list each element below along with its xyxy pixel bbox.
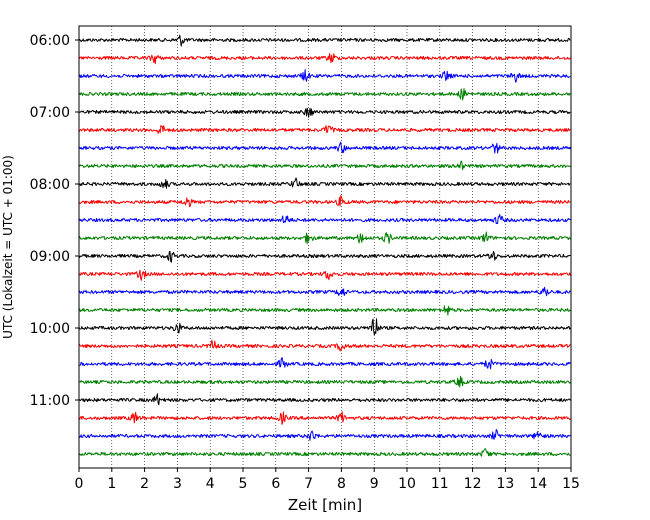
x-tick-label: 15 (562, 476, 580, 492)
y-tick-label: 09:00 (30, 249, 70, 265)
y-tick-label: 06:00 (30, 33, 70, 49)
x-tick-label: 7 (304, 476, 313, 492)
trace-1030 (78, 357, 571, 370)
y-axis-ticks: 06:00 07:00 08:00 09:00 10:00 11:00 (30, 33, 79, 409)
y-tick-label: 11:00 (30, 393, 70, 409)
y-axis-label: UTC (Lokalzeit = UTC + 01:00) (1, 155, 15, 339)
y-tick-label: 10:00 (30, 321, 70, 337)
y-tick-label: 08:00 (30, 177, 70, 193)
trace-0845 (78, 231, 571, 245)
trace-0915 (78, 269, 571, 281)
x-tick-label: 13 (496, 476, 514, 492)
y-tick-label: 07:00 (30, 105, 70, 121)
seismogram-traces (78, 34, 571, 457)
trace-0600 (78, 34, 571, 47)
trace-0700 (78, 107, 571, 118)
x-tick-label: 6 (271, 476, 280, 492)
x-tick-label: 1 (107, 476, 116, 492)
x-tick-label: 5 (239, 476, 248, 492)
trace-0930 (78, 286, 571, 297)
x-tick-label: 14 (529, 476, 547, 492)
trace-0730 (78, 141, 571, 154)
trace-1115 (78, 411, 571, 425)
trace-0630 (78, 69, 571, 83)
x-tick-label: 3 (173, 476, 182, 492)
x-tick-label: 9 (370, 476, 379, 492)
x-tick-label: 0 (75, 476, 84, 492)
trace-0830 (78, 214, 571, 225)
trace-1000 (78, 318, 571, 336)
trace-1130 (78, 429, 571, 441)
x-tick-label: 12 (464, 476, 482, 492)
x-tick-label: 11 (431, 476, 449, 492)
x-axis-label: Zeit [min] (288, 496, 362, 514)
trace-0615 (78, 53, 571, 65)
x-tick-label: 8 (337, 476, 346, 492)
trace-0745 (78, 160, 571, 171)
trace-0815 (78, 195, 571, 208)
trace-0715 (78, 125, 571, 134)
trace-0945 (78, 305, 571, 316)
trace-0900 (78, 250, 571, 263)
trace-1145 (78, 448, 571, 457)
x-tick-label: 4 (206, 476, 215, 492)
trace-1100 (78, 393, 571, 406)
x-axis-ticks: 0 1 2 3 4 5 6 7 8 9 10 11 12 13 14 15 (75, 468, 580, 492)
trace-0645 (78, 88, 571, 101)
x-tick-label: 2 (140, 476, 149, 492)
trace-1015 (78, 339, 571, 352)
x-tick-label: 10 (398, 476, 416, 492)
trace-1045 (78, 375, 571, 388)
trace-0800 (78, 177, 571, 189)
plot-frame (78, 25, 572, 469)
